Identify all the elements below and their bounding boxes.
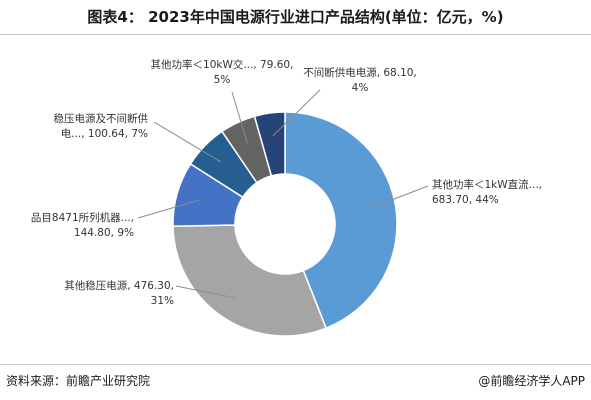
title-divider: [0, 34, 591, 35]
footer-divider: [0, 364, 591, 365]
leader-line: [231, 91, 248, 144]
source-note: 资料来源：前瞻产业研究院: [6, 374, 151, 388]
data-labels-group: 其他功率＜1kW直流..., 683.70, 44% 其他稳压电源, 476.30,…: [31, 58, 542, 307]
data-label-line: 144.80, 9%: [74, 227, 134, 239]
data-label-line: 4%: [352, 82, 369, 94]
donut-slice: [284, 111, 398, 330]
leader-line: [153, 121, 222, 163]
data-label-line: 不间断供电电源, 68.10,: [303, 66, 417, 79]
brand-credit: @前瞻经济学人APP: [478, 374, 585, 388]
data-label-line: 5%: [214, 74, 231, 86]
data-label: 其他功率＜10kW交..., 79.60, 5%: [151, 58, 294, 86]
leader-line: [175, 285, 236, 299]
leader-lines-group: [137, 89, 429, 299]
donut-slice: [253, 111, 286, 177]
data-label-line: 其他功率＜10kW交..., 79.60,: [151, 58, 294, 71]
leader-line: [372, 185, 429, 208]
leader-line: [272, 89, 321, 137]
data-label-line: 683.70, 44%: [432, 194, 499, 206]
data-label: 不间断供电电源, 68.10, 4%: [303, 66, 417, 94]
data-label-line: 品目8471所列机器...,: [31, 211, 134, 224]
donut-slice: [172, 224, 328, 337]
data-label-line: 31%: [151, 295, 174, 307]
slices-group: [172, 111, 398, 337]
data-label: 其他功率＜1kW直流..., 683.70, 44%: [432, 178, 542, 206]
data-label: 品目8471所列机器..., 144.80, 9%: [31, 211, 134, 239]
chart-title: 图表4： 2023年中国电源行业进口产品结构(单位：亿元，%): [87, 8, 504, 26]
data-label-line: 其他功率＜1kW直流...,: [432, 178, 542, 191]
data-label-line: 稳压电源及不间断供: [54, 112, 149, 125]
data-label: 稳压电源及不间断供电..., 100.64, 7%: [54, 112, 149, 140]
data-label-line: 其他稳压电源, 476.30,: [64, 279, 174, 292]
data-label: 其他稳压电源, 476.30, 31%: [64, 279, 174, 307]
leader-line: [137, 199, 200, 219]
data-label-line: 电..., 100.64, 7%: [61, 127, 148, 140]
